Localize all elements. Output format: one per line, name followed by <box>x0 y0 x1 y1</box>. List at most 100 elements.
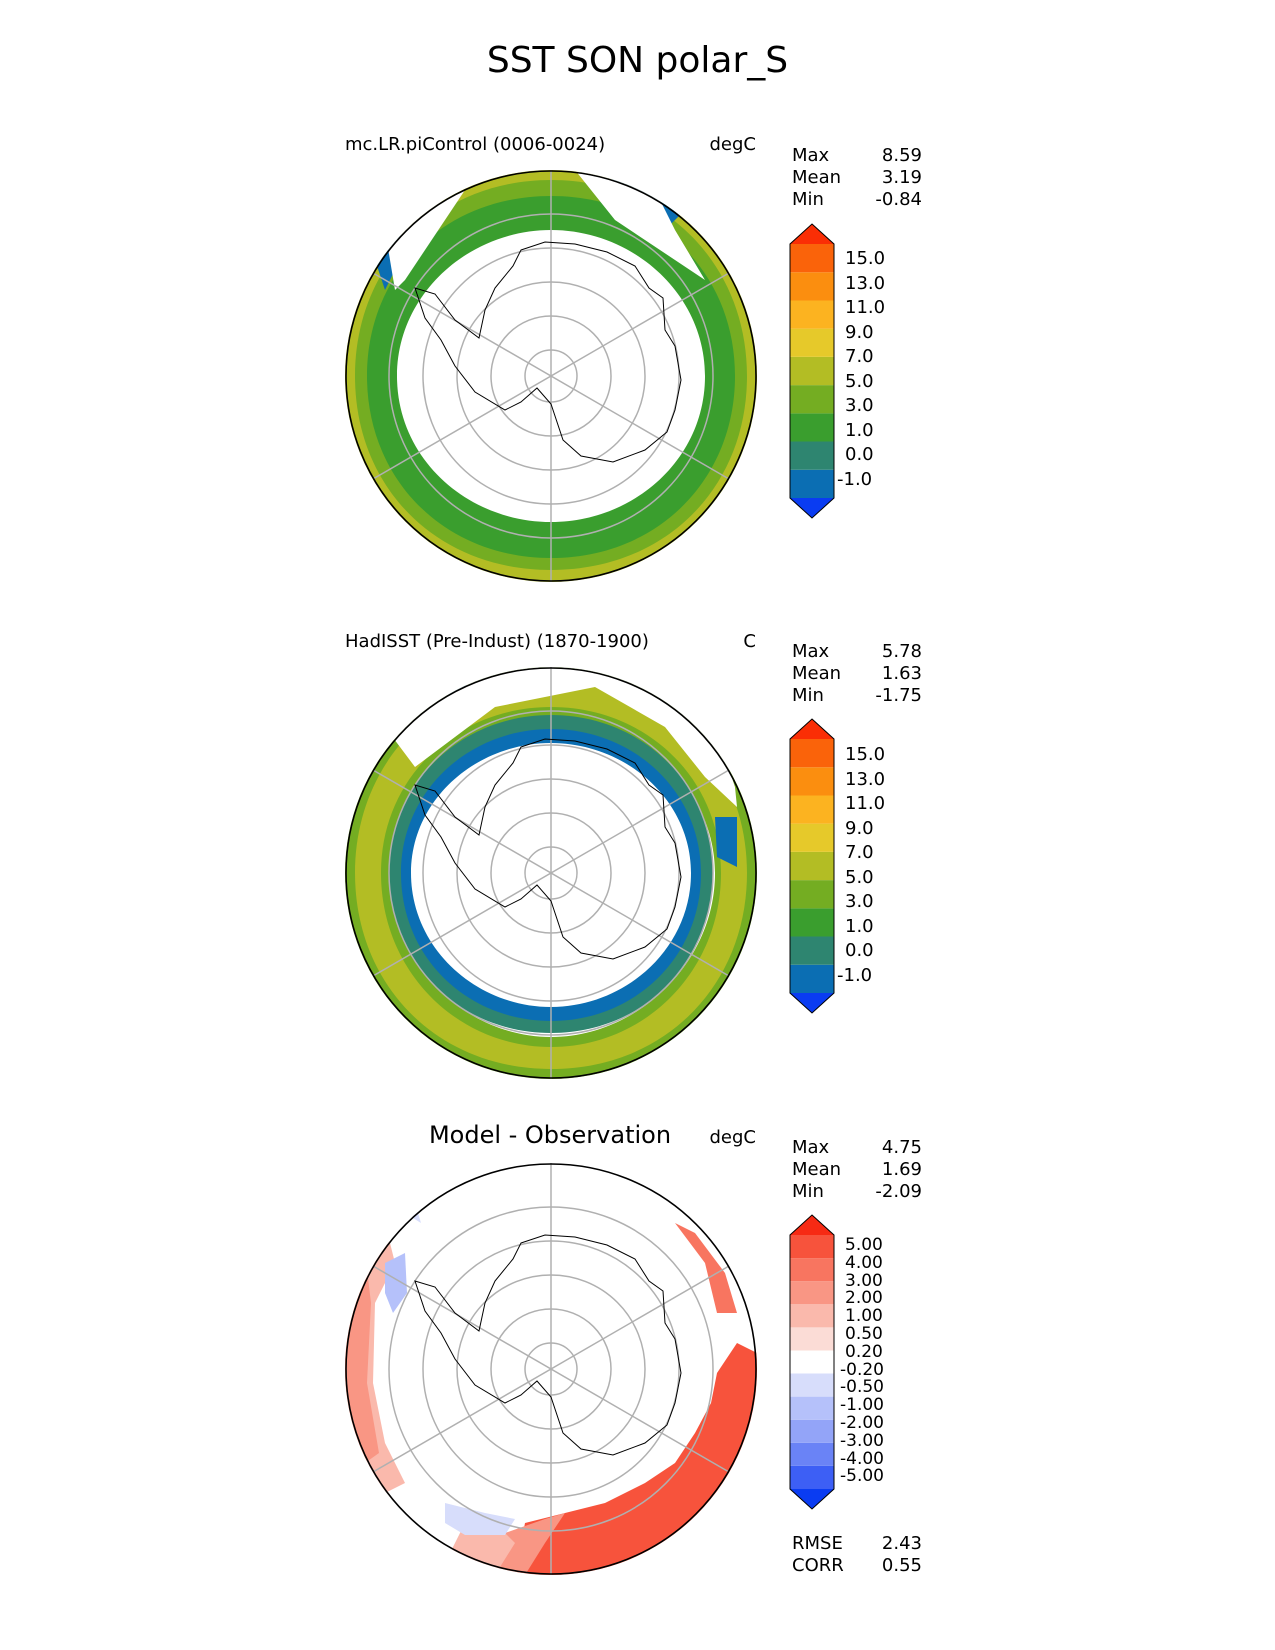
obs-colorbar-tick: 3.0 <box>845 891 874 912</box>
model-colorbar-tick: 1.0 <box>845 419 874 441</box>
colorbar-segment <box>790 795 834 824</box>
obs-stat-max-value: 5.78 <box>881 641 922 662</box>
obs-colorbar-tick: 13.0 <box>845 768 886 790</box>
diff-stat-max-label: Max <box>792 1137 830 1158</box>
diff-rmse-label: RMSE <box>792 1533 843 1554</box>
colorbar-outline <box>789 1214 835 1510</box>
model-stats: Max 8.59 Mean 3.19 Min -0.84 <box>792 145 922 211</box>
colorbar-segment <box>790 272 834 301</box>
colorbar-segment <box>790 1304 834 1328</box>
diff-colorbar-tick: 2.00 <box>845 1288 883 1309</box>
diff-stat-mean-label: Mean <box>792 1159 842 1180</box>
obs-stat-min-label: Min <box>792 685 824 706</box>
colorbar-segment <box>790 936 834 965</box>
colorbar-segment <box>790 739 834 768</box>
obs-colorbar-tick: 0.0 <box>845 940 874 961</box>
colorbar-segment <box>790 1489 834 1509</box>
diff-colorbar-tick: 0.50 <box>845 1324 883 1344</box>
colorbar-segment <box>790 964 834 993</box>
diff-colorbar-tick: -2.00 <box>840 1413 884 1433</box>
obs-stat-min-value: -1.75 <box>875 685 922 706</box>
model-panel-title: mc.LR.piControl (0006-0024) <box>345 134 606 155</box>
colorbar-segment <box>790 1327 834 1351</box>
colorbar-segment <box>790 1235 834 1259</box>
model-colorbar-tick: 11.0 <box>845 297 886 318</box>
model-colorbar-tick: 9.0 <box>845 321 874 343</box>
obs-colorbar <box>789 718 835 1014</box>
colorbar-segment <box>790 300 834 329</box>
diff-colorbar-tick: -4.00 <box>840 1448 884 1469</box>
obs-colorbar-tick: -1.0 <box>837 964 873 986</box>
diff-stat-max-value: 4.75 <box>881 1137 922 1158</box>
model-colorbar-tick: 7.0 <box>845 346 874 367</box>
diff-rmse-value: 2.43 <box>881 1533 922 1554</box>
colorbar-segment <box>790 328 834 357</box>
obs-stats: Max 5.78 Mean 1.63 Min -1.75 <box>792 641 922 707</box>
diff-stat-mean-value: 1.69 <box>881 1159 922 1180</box>
colorbar-segment <box>790 1419 834 1443</box>
colorbar-segment <box>790 244 834 273</box>
diff-colorbar-tick: -0.50 <box>840 1377 884 1398</box>
diff-panel-units: degC <box>709 1127 757 1148</box>
diff-corr-value: 0.55 <box>881 1555 922 1576</box>
diff-colorbar-tick: -1.00 <box>840 1395 884 1416</box>
diff-polar-map <box>345 1163 757 1575</box>
model-ice-interior <box>401 234 703 510</box>
model-coastline <box>414 241 682 463</box>
colorbar-segment <box>790 469 834 498</box>
model-stat-mean-value: 3.19 <box>881 167 922 188</box>
diff-colorbar-tick: 0.20 <box>845 1341 883 1362</box>
diff-stat-min-value: -2.09 <box>875 1181 922 1202</box>
diff-colorbar-tick: 1.00 <box>845 1306 883 1327</box>
obs-colorbar-tick: 9.0 <box>845 817 874 839</box>
colorbar-segment <box>790 719 834 739</box>
colorbar-segment <box>790 441 834 470</box>
colorbar-segment <box>790 385 834 414</box>
model-polar-map <box>345 170 757 582</box>
colorbar-segment <box>790 1215 834 1235</box>
diff-colorbar-tick: -0.20 <box>840 1359 884 1380</box>
colorbar-segment <box>790 1373 834 1397</box>
colorbar-segment <box>790 823 834 852</box>
model-stat-min-value: -0.84 <box>875 189 922 210</box>
model-stat-max-value: 8.59 <box>881 145 922 166</box>
diff-stat-min-label: Min <box>792 1181 824 1202</box>
model-colorbar-tick: 3.0 <box>845 395 874 416</box>
model-colorbar-tick: 15.0 <box>845 248 886 269</box>
colorbar-segment <box>790 880 834 909</box>
colorbar-segment <box>790 1258 834 1282</box>
diff-cool-patch-south <box>445 1503 515 1535</box>
diff-colorbar-tick: 5.00 <box>845 1235 883 1255</box>
model-colorbar-tick: 5.0 <box>845 370 874 392</box>
diff-coastline <box>414 1234 682 1456</box>
colorbar-segment <box>790 767 834 796</box>
colorbar-segment <box>790 993 834 1013</box>
colorbar-segment <box>790 851 834 881</box>
model-panel-units: degC <box>709 134 757 155</box>
model-colorbar <box>789 223 835 519</box>
obs-colorbar-tick: 1.0 <box>845 915 874 937</box>
diff-cool-patch-west <box>385 1253 407 1313</box>
obs-colorbar-tick: 7.0 <box>845 842 874 863</box>
obs-stat-mean-label: Mean <box>792 663 842 684</box>
obs-panel-units: C <box>743 631 756 652</box>
colorbar-outline <box>789 718 835 1014</box>
colorbar-segment <box>790 1396 834 1420</box>
colorbar-segment <box>790 413 834 442</box>
obs-panel-title: HadISST (Pre-Indust) (1870-1900) <box>345 631 649 652</box>
obs-polar-map <box>345 667 757 1079</box>
diff-colorbar-tick: -5.00 <box>840 1466 884 1487</box>
model-stat-max-label: Max <box>792 145 830 166</box>
colorbar-segment <box>790 908 834 937</box>
diff-colorbar-tick: 4.00 <box>845 1252 883 1273</box>
obs-colorbar-tick: 5.0 <box>845 866 874 888</box>
obs-coastline <box>414 738 682 960</box>
colorbar-segment <box>790 356 834 386</box>
colorbar-segment <box>790 498 834 518</box>
diff-colorbar-tick: 3.00 <box>845 1270 883 1291</box>
obs-colorbar-tick: 15.0 <box>845 744 886 765</box>
diff-panel-heading: Model - Observation <box>428 1121 672 1149</box>
figure-title: SST SON polar_S <box>486 40 789 81</box>
model-stat-mean-label: Mean <box>792 167 842 188</box>
model-colorbar-tick: -1.0 <box>837 468 873 490</box>
